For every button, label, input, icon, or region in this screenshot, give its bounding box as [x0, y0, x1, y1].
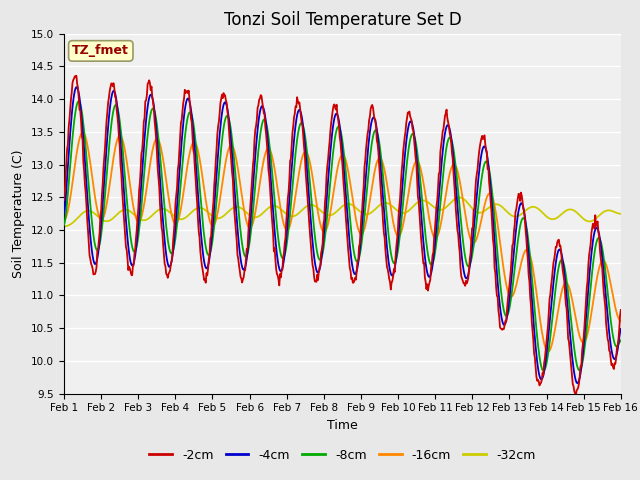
Y-axis label: Soil Temperature (C): Soil Temperature (C) [12, 149, 26, 278]
Legend: -2cm, -4cm, -8cm, -16cm, -32cm: -2cm, -4cm, -8cm, -16cm, -32cm [145, 444, 540, 467]
Text: TZ_fmet: TZ_fmet [72, 44, 129, 58]
Title: Tonzi Soil Temperature Set D: Tonzi Soil Temperature Set D [223, 11, 461, 29]
X-axis label: Time: Time [327, 419, 358, 432]
